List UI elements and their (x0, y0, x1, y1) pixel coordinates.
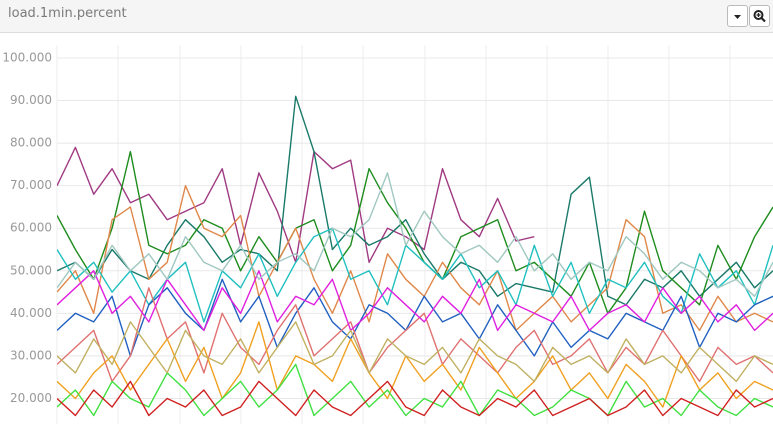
series-line (57, 95, 773, 306)
series-line (57, 227, 773, 323)
zoom-icon (753, 10, 766, 23)
y-tick-label: 100.000 (2, 51, 52, 65)
series-line (57, 185, 773, 332)
y-tick-label: 40.000 (10, 306, 52, 320)
caret-icon (734, 15, 741, 19)
series-line (57, 321, 773, 408)
series-line (57, 380, 773, 417)
vertical-grid (56, 45, 731, 424)
series-line (57, 150, 773, 314)
zoom-button[interactable] (749, 5, 770, 27)
dropdown-button[interactable] (727, 5, 748, 27)
y-tick-label: 90.000 (10, 93, 52, 107)
plot-area (57, 95, 773, 417)
series-line (57, 287, 773, 383)
y-tick-label: 50.000 (10, 263, 52, 277)
y-tick-label: 60.000 (10, 221, 52, 235)
y-tick-label: 80.000 (10, 136, 52, 150)
series-line (57, 172, 773, 297)
y-tick-label: 30.000 (10, 348, 52, 362)
series-line (57, 363, 773, 417)
panel-title: load.1min.percent (8, 6, 127, 21)
series-line (57, 270, 773, 332)
y-tick-label: 70.000 (10, 178, 52, 192)
y-tick-label: 20.000 (10, 391, 52, 405)
panel-header: load.1min.percent (0, 0, 773, 33)
series-line (57, 321, 773, 383)
series-line (57, 146, 535, 263)
chart: 20.000 30.000 40.000 50.000 60.000 70.000 80.0… (2, 45, 773, 424)
